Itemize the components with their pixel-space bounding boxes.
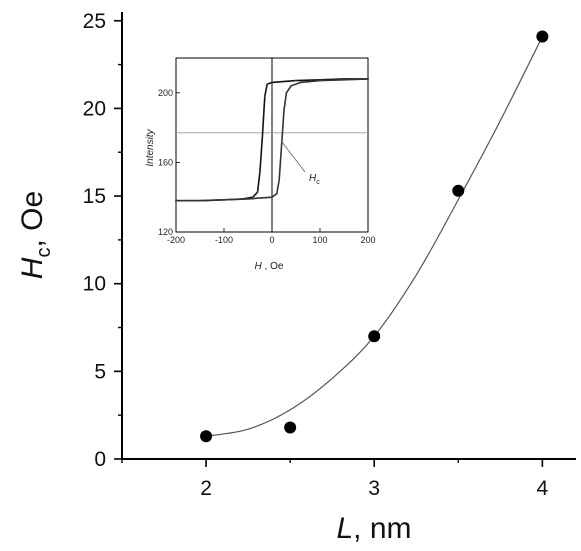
data-point	[536, 30, 549, 43]
hysteresis-point	[175, 199, 177, 202]
hysteresis-point	[343, 78, 345, 80]
inset-hc-annotation: Hc	[309, 173, 320, 186]
y-tick-label: 0	[94, 448, 106, 471]
inset-x-tick-label: 100	[312, 235, 327, 245]
hysteresis-point	[300, 81, 302, 84]
inset-x-axis-title: H , Oe	[255, 261, 284, 272]
y-tick-label: 5	[94, 360, 106, 383]
inset-y-tick-label: 160	[158, 157, 173, 167]
y-tick-label: 20	[83, 97, 106, 120]
inset-x-tick-label: -100	[215, 235, 233, 245]
inset-annotation-leader	[281, 141, 306, 173]
hysteresis-point	[256, 191, 259, 193]
hysteresis-point	[280, 144, 283, 146]
inset-y-tick-label: 120	[158, 227, 173, 237]
x-axis-title: L, nm	[336, 512, 411, 545]
data-point	[200, 430, 213, 443]
hysteresis-point	[278, 179, 280, 181]
y-tick-label: 15	[83, 185, 106, 208]
data-point	[284, 421, 297, 434]
hysteresis-point	[261, 135, 264, 138]
hysteresis-point	[295, 79, 297, 82]
hysteresis-point	[223, 199, 225, 201]
x-tick-label: 4	[537, 477, 549, 500]
hysteresis-point	[271, 81, 273, 84]
hysteresis-point	[343, 78, 345, 81]
hysteresis-point	[283, 109, 285, 111]
data-point	[452, 184, 465, 197]
hysteresis-point	[290, 85, 292, 87]
inset-x-tick-label: -200	[167, 235, 185, 245]
hysteresis-point	[271, 196, 273, 198]
hysteresis-point	[264, 95, 266, 98]
inset-y-axis-title: Intensity	[145, 128, 156, 166]
hysteresis-point	[259, 170, 261, 172]
hysteresis-point	[285, 92, 288, 94]
y-axis-title: Hc, Oe	[16, 191, 55, 279]
hysteresis-point	[199, 199, 201, 202]
inset-y-tick-label: 200	[158, 88, 173, 98]
x-tick-label: 3	[368, 477, 380, 500]
y-tick-label: 10	[83, 273, 106, 296]
inset-plot: -200 -100 0 100 200 120 160 200	[158, 57, 376, 245]
inset-x-tick-label: 0	[269, 235, 274, 245]
data-point	[368, 330, 381, 343]
fit-curve	[205, 36, 543, 437]
x-tick-label: 2	[200, 477, 212, 500]
hysteresis-point	[319, 78, 321, 81]
hysteresis-point	[276, 192, 278, 195]
main-plot: 0 5 10 15 20 25 2 3 4	[83, 10, 576, 500]
hysteresis-point	[247, 198, 249, 200]
hysteresis-point	[266, 83, 268, 85]
hysteresis-point	[367, 78, 369, 80]
y-tick-label: 25	[83, 10, 106, 33]
hysteresis-point	[252, 196, 254, 198]
inset-x-tick-label: 200	[360, 235, 375, 245]
hysteresis-point	[319, 79, 321, 82]
